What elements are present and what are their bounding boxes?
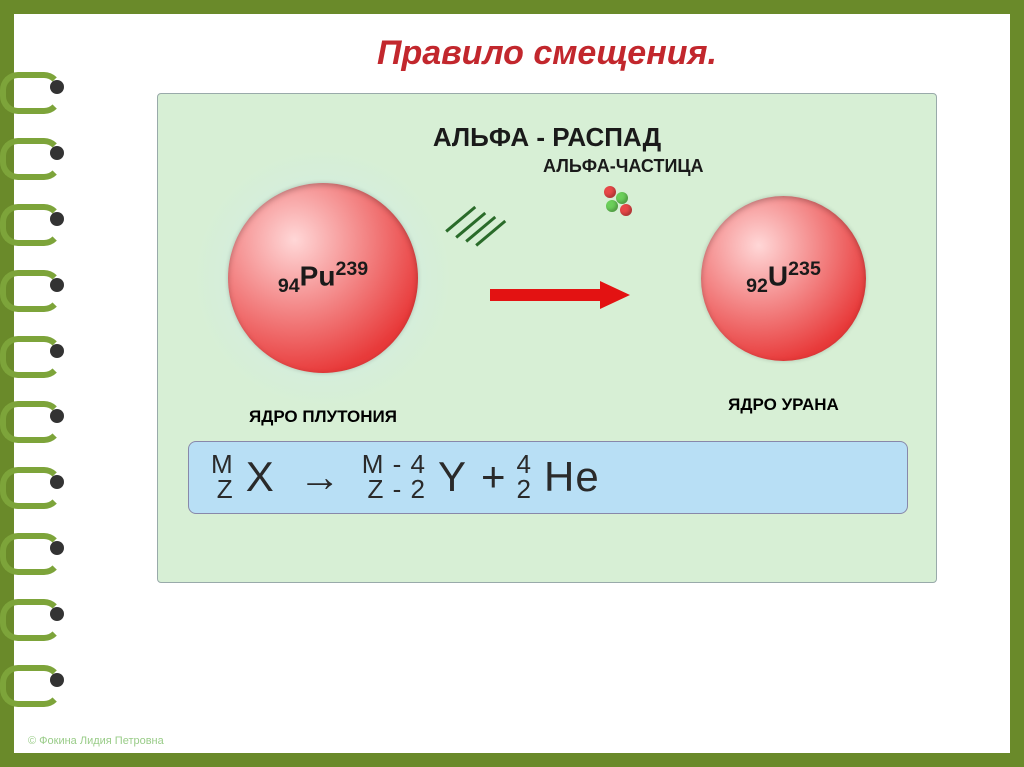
spiral-ring	[0, 200, 70, 238]
spiral-binding	[0, 54, 70, 713]
element-symbol: U	[768, 260, 788, 291]
atomic-number: 94	[278, 275, 300, 297]
plutonium-caption: ЯДРО ПЛУТОНИЯ	[228, 407, 418, 427]
y-indices: M - 4 Z - 2	[362, 452, 426, 501]
uranium-label: 92U235	[746, 258, 821, 298]
spiral-ring	[0, 134, 70, 172]
arrow-head-icon	[600, 281, 630, 309]
he-indices: 4 2	[517, 452, 532, 501]
he-symbol: He	[544, 453, 600, 501]
he-atomic: 2	[517, 477, 532, 502]
decay-arrow	[490, 281, 630, 309]
formula-arrow-icon: →	[299, 453, 342, 501]
decay-row: 94Pu239 ЯДРО ПЛУТОНИЯ 92U235	[188, 183, 906, 427]
spiral-ring	[0, 529, 70, 567]
slide-frame: Правило смещения. АЛЬФА - РАСПАД АЛЬФА-Ч…	[0, 0, 1024, 767]
spiral-ring	[0, 332, 70, 370]
x-symbol: X	[246, 453, 275, 501]
element-symbol: Pu	[300, 260, 336, 291]
plutonium-nucleus: 94Pu239	[228, 183, 418, 373]
spiral-ring	[0, 595, 70, 633]
spiral-ring	[0, 266, 70, 304]
mass-number: 239	[335, 258, 368, 280]
copyright-text: © Фокина Лидия Петровна	[28, 735, 164, 747]
atomic-number: 92	[746, 275, 768, 297]
plus-sign: +	[481, 453, 507, 501]
displacement-formula: M Z X → M - 4 Z - 2 Y + 4 2 He	[188, 441, 908, 514]
mass-number: 235	[788, 258, 821, 280]
spiral-ring	[0, 463, 70, 501]
alpha-decay-diagram: АЛЬФА - РАСПАД АЛЬФА-ЧАСТИЦА	[157, 93, 937, 583]
arrow-body	[490, 289, 600, 301]
plutonium-label: 94Pu239	[278, 258, 368, 298]
alpha-particle-label: АЛЬФА-ЧАСТИЦА	[543, 156, 704, 177]
uranium-nucleus: 92U235	[701, 196, 866, 361]
y-atomic: Z - 2	[367, 477, 426, 502]
plutonium-group: 94Pu239 ЯДРО ПЛУТОНИЯ	[228, 183, 418, 427]
spiral-ring	[0, 68, 70, 106]
x-indices: M Z	[211, 452, 234, 501]
spiral-ring	[0, 397, 70, 435]
uranium-group: 92U235 ЯДРО УРАНА	[701, 196, 866, 415]
spiral-ring	[0, 661, 70, 699]
y-symbol: Y	[438, 453, 467, 501]
diagram-section-title: АЛЬФА - РАСПАД	[188, 122, 906, 153]
uranium-caption: ЯДРО УРАНА	[701, 395, 866, 415]
slide-title: Правило смещения.	[114, 34, 980, 73]
x-atomic: Z	[217, 477, 234, 502]
slide-content: Правило смещения. АЛЬФА - РАСПАД АЛЬФА-Ч…	[84, 14, 1010, 753]
